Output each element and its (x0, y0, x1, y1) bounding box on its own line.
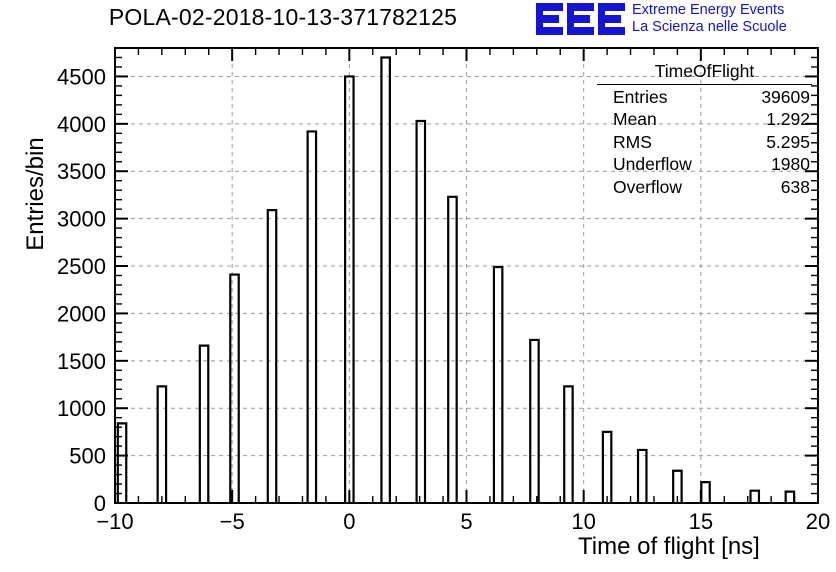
histogram-bar (306, 130, 318, 503)
stats-row: Underflow 1980 (597, 153, 812, 176)
eee-logo-letter (567, 3, 594, 36)
x-tick-label: 15 (689, 509, 713, 534)
x-tick-label: 0 (343, 509, 355, 534)
x-tick-label: 5 (460, 509, 472, 534)
histogram-bar (700, 481, 711, 503)
y-tick-label: 0 (94, 491, 106, 516)
stats-row: Overflow 638 (597, 176, 812, 199)
x-tick-label: −10 (96, 509, 133, 534)
stats-box: TimeOfFlight Entries 39609 Mean 1.292 RMS 5.2… (597, 60, 812, 198)
histogram-bars (116, 56, 796, 503)
y-tick-label: 3500 (57, 159, 106, 184)
page-title: POLA-02-2018-10-13-371782125 (108, 4, 458, 30)
histogram-bar (636, 448, 648, 503)
histogram-bar (156, 385, 168, 503)
histogram-bar (344, 75, 355, 503)
y-tick-label: 1500 (57, 349, 106, 374)
y-tick-label: 3000 (57, 207, 106, 232)
y-tick-label: 4000 (57, 112, 106, 137)
histogram-bar (749, 489, 761, 503)
y-tick-labels: 0 500 1000 1500 2000 2500 3000 3500 4000 4500 (57, 64, 106, 516)
x-tick-labels: −10 −5 0 5 10 15 20 (96, 509, 830, 534)
histogram-bar (198, 344, 210, 503)
histogram-bar (601, 430, 613, 503)
y-tick-label: 1000 (57, 396, 106, 421)
histogram-bar (415, 119, 427, 503)
histogram-bar (529, 338, 540, 503)
stats-title: TimeOfFlight (654, 61, 755, 81)
stats-divider (597, 83, 812, 85)
stats-row-label: Entries (613, 86, 668, 107)
stats-row: RMS 5.295 (597, 131, 812, 154)
x-tick-label: 20 (806, 509, 830, 534)
gridlines (115, 48, 818, 503)
stats-row-value: 1980 (771, 154, 810, 175)
eee-logo-text: Extreme Energy Events La Scienza nelle S… (632, 2, 787, 36)
histogram-bar (380, 56, 391, 503)
histogram-bar (116, 422, 128, 503)
x-axis-title: Time of flight [ns] (578, 533, 760, 560)
x-tick-label: −5 (220, 509, 245, 534)
histogram-bar (492, 265, 504, 503)
eee-logo-line2: La Scienza nelle Scuole (632, 19, 787, 36)
y-tick-label: 2000 (57, 301, 106, 326)
histogram-bar (447, 195, 458, 503)
stats-row-label: RMS (613, 131, 652, 152)
histogram-bar (229, 273, 240, 503)
stats-row-label: Underflow (613, 154, 692, 175)
y-tick-label: 500 (69, 444, 106, 469)
eee-logo-letter (598, 3, 625, 36)
eee-logo-line1: Extreme Energy Events (632, 2, 785, 18)
histogram-bar (672, 469, 683, 503)
histogram-bar (784, 490, 796, 503)
x-tick-label: 10 (571, 509, 595, 534)
eee-logo: Extreme Energy Events La Scienza nelle S… (536, 2, 787, 36)
stats-row-label: Overflow (613, 176, 683, 197)
y-tick-label: 2500 (57, 254, 106, 279)
eee-logo-mark (536, 3, 625, 36)
stats-row-value: 1.292 (766, 109, 810, 130)
eee-logo-letter (536, 3, 563, 36)
stats-row-value: 39609 (761, 86, 810, 107)
histogram-bar (563, 385, 574, 503)
plot-frame (114, 47, 819, 504)
stats-row-value: 5.295 (766, 131, 810, 152)
stats-row-value: 638 (780, 176, 810, 197)
stats-rows: Entries 39609 Mean 1.292 RMS 5.295 Underflow 19… (597, 86, 812, 199)
y-tick-label: 4500 (57, 64, 106, 89)
stats-row: Entries 39609 (597, 86, 812, 109)
stats-row: Mean 1.292 (597, 108, 812, 131)
stats-row-label: Mean (613, 109, 657, 130)
histogram-bar (266, 208, 278, 503)
